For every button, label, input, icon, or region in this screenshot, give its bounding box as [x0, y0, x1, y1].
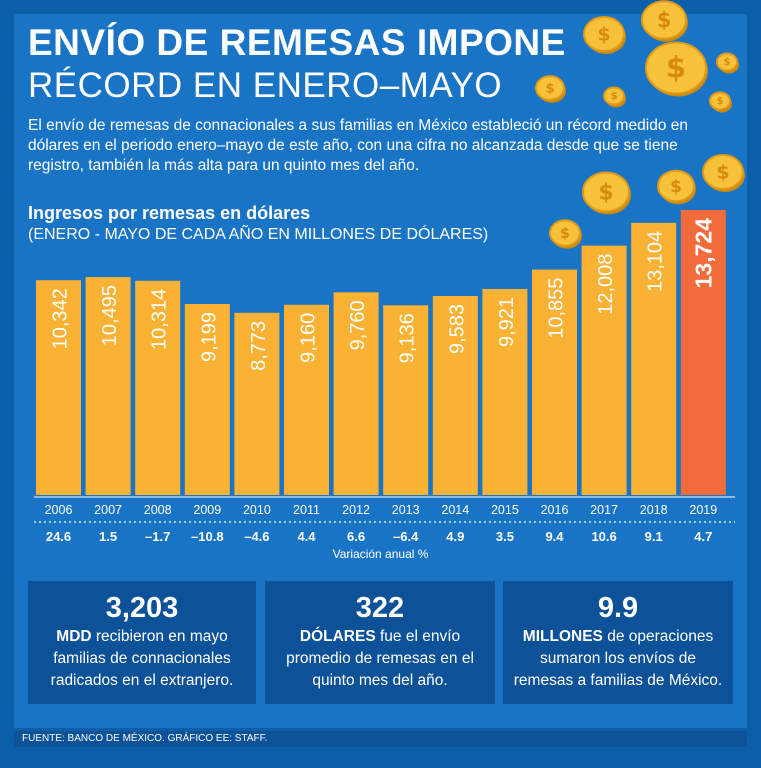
x-tick-label: 2015 [491, 503, 519, 517]
bar-2006 [36, 280, 81, 495]
dollar-sign-icon: $ [670, 177, 682, 197]
stat-value: 9.9 [597, 592, 639, 624]
bar-value-label: 12,008 [595, 254, 617, 315]
x-tick-label: 2018 [640, 503, 668, 517]
dollar-sign-icon: $ [598, 180, 613, 205]
bar-value-label: 8,773 [248, 321, 270, 371]
bar-value-label: 9,583 [446, 304, 468, 354]
dollar-sign-icon: $ [657, 8, 672, 32]
annual-change-value: –1.7 [145, 529, 170, 544]
bar-value-label: 9,760 [347, 300, 369, 350]
stat-box-remittances-may: 3,203 MDD recibieron en mayo familias de… [28, 581, 256, 704]
stat-text: DÓLARES fue el envío promedio de remesas… [286, 628, 474, 689]
x-tick-label: 2014 [441, 503, 469, 517]
x-tick-label: 2011 [293, 503, 320, 517]
annual-change-value: 24.6 [46, 529, 71, 544]
bar-2010 [234, 312, 280, 495]
bar-value-label: 10,855 [546, 278, 568, 339]
stat-box-operations: 9.9 MILLONES de operaciones sumaron los … [503, 581, 733, 704]
bar-value-label: 10,314 [149, 289, 171, 350]
bar-2015 [482, 288, 528, 495]
x-tick-label: 2016 [541, 503, 569, 517]
bar-chart: $$$$$$$$ $$$ 10,342200624.610,49520071.51… [34, 0, 745, 544]
annual-change-value: 4.7 [694, 529, 712, 544]
x-tick-label: 2019 [689, 503, 717, 517]
chart-subtitle: (ENERO - MAYO DE CADA AÑO EN MILLONES DE… [28, 226, 489, 243]
coin [645, 41, 707, 95]
annual-change-value: 6.6 [347, 529, 365, 544]
chart-title: Ingresos por remesas en dólares [28, 203, 311, 223]
coin [702, 154, 744, 190]
dollar-sign-icon: $ [560, 226, 570, 242]
stat-value: 3,203 [105, 592, 179, 624]
bar-2011 [284, 304, 329, 495]
dollar-sign-icon: $ [724, 57, 731, 68]
title-line2: RÉCORD EN ENERO–MAYO [28, 66, 503, 105]
annual-change-value: 9.1 [645, 529, 663, 544]
x-tick-label: 2012 [342, 503, 370, 517]
annual-change-value: 9.4 [545, 529, 564, 544]
dollar-sign-icon: $ [717, 96, 724, 107]
annual-change-value: –6.4 [393, 529, 419, 544]
coin [535, 75, 565, 101]
bar-2014 [432, 295, 478, 495]
bar-2017 [581, 245, 627, 495]
dollar-sign-icon: $ [545, 81, 554, 96]
dollar-sign-icon: $ [611, 91, 618, 102]
bar-value-label: 13,104 [645, 231, 667, 292]
x-tick-label: 2009 [193, 503, 221, 517]
annual-change-value: 1.5 [99, 529, 117, 544]
x-tick-label: 2017 [590, 503, 618, 517]
title-line1: ENVÍO DE REMESAS IMPONE [28, 22, 566, 63]
annual-change-value: 3.5 [496, 529, 514, 544]
x-tick-label: 2008 [144, 503, 172, 517]
stat-box-average-dollars: 322 DÓLARES fue el envío promedio de rem… [265, 581, 495, 704]
stat-text: MDD recibieron en mayo familias de conna… [50, 628, 234, 689]
bar-value-label: 9,160 [298, 313, 320, 363]
coin [641, 0, 687, 40]
coin [657, 169, 695, 203]
bar-value-label: 9,136 [397, 313, 419, 363]
bar-value-label: 13,724 [690, 218, 716, 289]
coin [603, 86, 625, 106]
annual-change-value: –10.8 [191, 529, 224, 544]
bar-2012 [333, 292, 379, 495]
annual-change-label: Variación anual % [332, 547, 429, 561]
coin [583, 16, 625, 52]
annual-change-value: –4.6 [244, 529, 269, 544]
stat-text: MILLONES de operaciones sumaron los enví… [513, 628, 723, 689]
annual-change-value: 4.9 [446, 529, 464, 544]
x-tick-label: 2010 [243, 503, 271, 517]
dollar-sign-icon: $ [597, 23, 610, 45]
x-tick-label: 2006 [45, 503, 73, 517]
annual-change-value: 4.4 [297, 529, 316, 544]
stat-value: 322 [355, 592, 405, 624]
dollar-sign-icon: $ [666, 51, 686, 85]
bar-2016 [532, 269, 577, 495]
bar-value-label: 10,342 [50, 288, 72, 349]
bar-value-label: 9,199 [198, 312, 220, 362]
annual-change-value: 10.6 [591, 529, 616, 544]
bar-2008 [135, 280, 181, 495]
x-tick-label: 2013 [392, 503, 420, 517]
intro-paragraph: El envío de remesas de connacionales a s… [28, 117, 688, 174]
bars-group: 10,342 2006 24.6 10,495 2007 1.5 10,314 2008 –1.… [34, 210, 735, 544]
coin [582, 171, 630, 213]
bar-2019 [680, 210, 726, 495]
coin [716, 52, 738, 72]
coins-decoration: $ $ $ $ $ $ $ $ $ $ $ [535, 0, 745, 249]
bar-2013 [383, 305, 429, 495]
bar-2007 [85, 277, 131, 495]
coin [549, 219, 581, 247]
source-footer: FUENTE: BANCO DE MÉXICO. GRÁFICO EE: STA… [14, 731, 747, 747]
coin [709, 91, 731, 111]
bar-value-label: 10,495 [99, 285, 121, 346]
bar-2018 [631, 222, 677, 496]
bar-value-label: 9,921 [496, 297, 518, 347]
bar-2009 [184, 303, 230, 495]
dollar-sign-icon: $ [716, 161, 729, 183]
x-tick-label: 2007 [94, 503, 122, 517]
